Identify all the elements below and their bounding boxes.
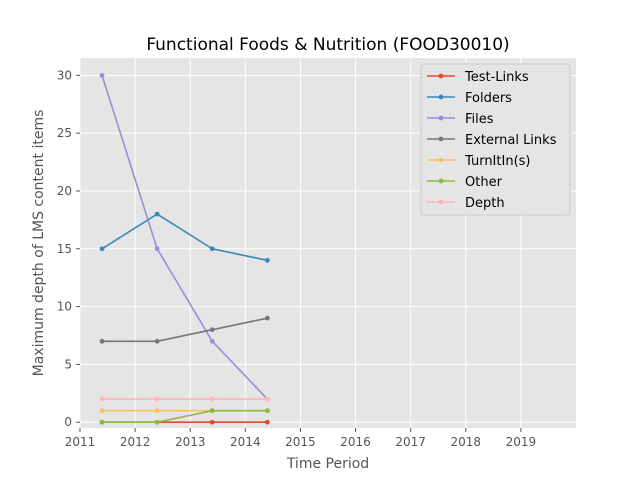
- data-point-folders: [154, 211, 160, 217]
- data-point-turnitin-s: [154, 408, 160, 414]
- x-tick-label: 2017: [395, 435, 426, 449]
- series-line-other: [102, 409, 268, 424]
- y-tick-label: 30: [57, 68, 72, 82]
- data-point-files: [209, 338, 215, 344]
- y-axis-label: Maximum depth of LMS content items: [31, 110, 47, 377]
- data-point-other: [154, 419, 160, 425]
- y-tick-label: 5: [64, 357, 72, 371]
- y-tick-label: 15: [57, 242, 72, 256]
- legend-label-files: Files: [465, 112, 494, 127]
- x-tick-label: 2011: [65, 435, 96, 449]
- legend-label-test-links: Test-Links: [464, 70, 529, 85]
- series-line-external-links: [102, 317, 268, 343]
- data-point-depth: [99, 396, 105, 402]
- x-axis-label: Time Period: [286, 456, 369, 472]
- legend-label-turnitin-s: TurnItIn(s): [464, 154, 530, 169]
- legend-marker-test-links: [438, 73, 444, 79]
- legend-label-other: Other: [465, 175, 503, 190]
- data-point-test-links: [209, 419, 215, 425]
- data-point-test-links: [264, 419, 270, 425]
- data-point-folders: [209, 246, 215, 252]
- legend-marker-files: [438, 115, 444, 121]
- data-point-other: [264, 408, 270, 414]
- x-tick-label: 2019: [506, 435, 537, 449]
- legend-marker-depth: [438, 199, 444, 205]
- x-tick-label: 2018: [451, 435, 482, 449]
- x-tick-label: 2012: [120, 435, 151, 449]
- x-tick-label: 2016: [340, 435, 371, 449]
- legend-marker-other: [438, 178, 444, 184]
- data-point-depth: [209, 396, 215, 402]
- series-line-files: [101, 75, 268, 400]
- data-point-depth: [264, 396, 270, 402]
- data-point-turnitin-s: [99, 408, 105, 414]
- series-lines: [99, 72, 270, 425]
- x-tick-label: 2014: [230, 435, 261, 449]
- data-point-folders: [264, 257, 270, 263]
- data-point-external-links: [209, 327, 215, 333]
- y-tick-label: 10: [57, 300, 72, 314]
- data-point-external-links: [99, 338, 105, 344]
- data-point-folders: [99, 246, 105, 252]
- x-tick-label: 2015: [285, 435, 316, 449]
- data-point-external-links: [264, 315, 270, 321]
- x-axis-ticks: 2011 2012 2013 2014 2015 2016 2017 2018 2019: [65, 428, 536, 449]
- data-point-other: [209, 408, 215, 414]
- legend-label-depth: Depth: [465, 196, 505, 211]
- y-tick-label: 20: [57, 184, 72, 198]
- x-tick-label: 2013: [175, 435, 206, 449]
- data-point-external-links: [154, 338, 160, 344]
- series-line-folders: [101, 213, 268, 262]
- data-point-files: [99, 72, 105, 78]
- legend-marker-turnitin-s: [438, 157, 444, 163]
- y-tick-label: 25: [57, 126, 72, 140]
- legend-marker-folders: [438, 94, 444, 100]
- legend: Test-Links Folders Files External Links Turn…: [420, 63, 571, 216]
- legend-label-folders: Folders: [465, 91, 512, 106]
- y-axis-ticks: 0 5 10 15 20 25 30: [57, 68, 80, 429]
- data-point-files: [154, 246, 160, 252]
- data-point-depth: [154, 396, 160, 402]
- data-point-other: [99, 419, 105, 425]
- y-tick-label: 0: [64, 415, 72, 429]
- legend-label-external-links: External Links: [465, 133, 557, 148]
- chart-title: Functional Foods & Nutrition (FOOD30010): [146, 35, 509, 55]
- legend-marker-external-links: [438, 136, 444, 142]
- legend-box: [420, 63, 571, 216]
